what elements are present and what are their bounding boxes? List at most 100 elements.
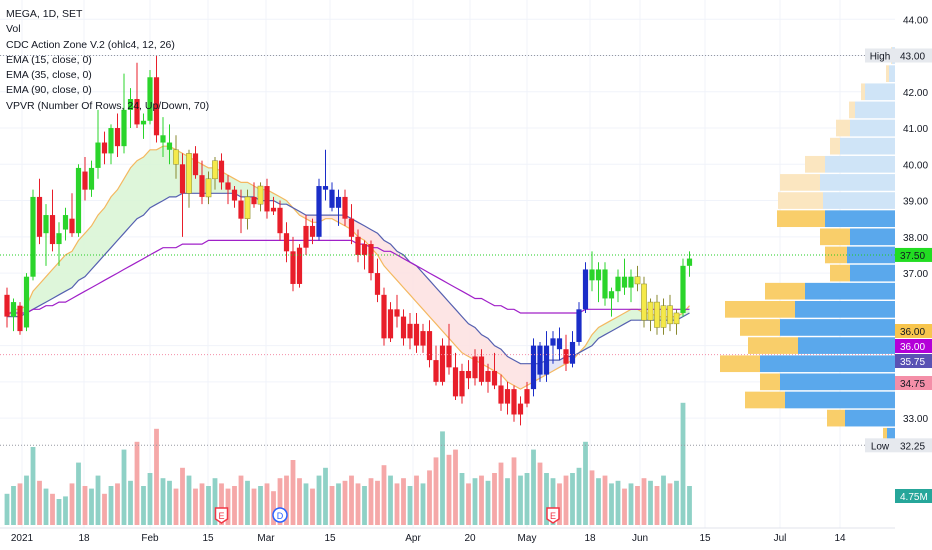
zone-seg-74 [488, 338, 495, 371]
price-tick-6: 38.00 [903, 233, 928, 244]
candle-body-98 [641, 283, 647, 321]
candle-body-104 [680, 265, 686, 313]
volume-bar-41 [271, 491, 276, 525]
candle-body-99 [647, 301, 654, 321]
candle-body-26 [173, 149, 179, 165]
candle-body-4 [30, 196, 36, 277]
volume-bar-53 [349, 475, 354, 525]
volume-bar-74 [485, 480, 491, 525]
volume-bar-94 [615, 480, 621, 525]
legend-cdc[interactable]: CDC Action Zone V.2 (ohlc4, 12, 26) [6, 38, 175, 51]
volume-bar-97 [635, 486, 640, 525]
vpvr-up-21 [887, 427, 895, 445]
volume-bar-1 [11, 486, 16, 525]
candle-body-73 [478, 356, 485, 382]
candle-body-25 [166, 142, 173, 150]
candle-body-85 [556, 338, 563, 350]
zone-seg-54 [358, 222, 365, 241]
time-tick-7: 20 [464, 533, 476, 544]
price-tick-10: 33.00 [903, 414, 928, 425]
candle-body-33 [218, 160, 225, 183]
legend-ema15[interactable]: EMA (15, close, 0) [6, 53, 92, 66]
volume-bar-15 [102, 493, 107, 525]
vpvr-down-20 [827, 409, 845, 427]
candle-body-82 [537, 345, 543, 375]
candle-body-48 [316, 186, 322, 237]
price-axis[interactable]: 44.00 43.00 42.00 41.00 40.00 39.00 38.00 37.00… [865, 0, 932, 550]
earnings-marker-2 [546, 507, 560, 524]
candle-body-14 [95, 142, 101, 168]
zone-seg-59 [390, 244, 397, 281]
candle-body-20 [134, 99, 140, 125]
volume-bar-88 [576, 467, 582, 525]
candle-body-56 [368, 244, 374, 274]
candle-body-22 [147, 77, 153, 121]
symbol-title[interactable]: MEGA, 1D, SET [6, 8, 83, 20]
candle-body-62 [407, 323, 413, 339]
candle-body-80 [524, 389, 530, 404]
candle-body-96 [628, 276, 634, 288]
candle-body-52 [342, 196, 348, 219]
price-tick-2: 42.00 [903, 88, 928, 99]
candle-body-65 [426, 331, 433, 361]
zone-seg-67 [442, 294, 449, 339]
vpvr-down-8 [778, 192, 823, 209]
candle-body-100 [654, 301, 660, 328]
zone-seg-5 [39, 276, 46, 306]
time-tick-1: 18 [78, 533, 90, 544]
vpvr-down-12 [830, 264, 850, 282]
legend-vpvr[interactable]: VPVR (Number Of Rows, 24, Up/Down, 70) [6, 99, 210, 112]
zone-seg-78 [514, 360, 521, 390]
time-tick-11: 15 [699, 533, 711, 544]
candle-body-2 [17, 305, 23, 332]
candle-body-88 [576, 309, 582, 342]
volume-bar-2 [17, 483, 23, 525]
legend-ema35[interactable]: EMA (35, close, 0) [6, 69, 92, 82]
legend-vol[interactable]: Vol [6, 23, 21, 36]
volume-bar-93 [609, 483, 614, 525]
zone-seg-13 [91, 215, 98, 270]
volume-bar-49 [323, 467, 328, 525]
zone-seg-70 [462, 316, 469, 357]
candle-body-95 [621, 276, 628, 288]
zone-seg-68 [449, 302, 456, 346]
candle-body-0 [4, 294, 10, 317]
candle-body-97 [634, 276, 641, 285]
legend-ema90[interactable]: EMA (90, close, 0) [6, 84, 92, 97]
zone-seg-36 [241, 182, 248, 197]
ema15-line [6, 145, 690, 390]
time-tick-4: Mar [257, 533, 275, 544]
candlesticks[interactable] [4, 55, 693, 426]
volume-bar-18 [121, 449, 127, 525]
candle-body-49 [322, 186, 329, 190]
volume-bar-31 [206, 486, 211, 525]
candle-body-71 [465, 370, 472, 379]
candle-body-94 [615, 276, 621, 292]
price-tick-0: 44.00 [903, 15, 928, 26]
candle-body-77 [504, 389, 511, 404]
candle-body-44 [290, 251, 296, 284]
volume-bar-27 [180, 467, 185, 525]
zone-seg-58 [384, 240, 391, 274]
volume-bar-76 [498, 462, 504, 525]
zone-seg-41 [273, 193, 280, 205]
zone-seg-45 [299, 211, 306, 219]
event-label-1: D [277, 511, 284, 521]
volume-bar-73 [479, 475, 484, 525]
price-label-value-7: 4.75M [900, 492, 928, 503]
candle-body-31 [205, 178, 212, 198]
price-label-box-5 [895, 376, 932, 390]
zone-seg-4 [33, 283, 40, 310]
volume-bar-80 [524, 473, 530, 525]
candle-body-103 [673, 312, 680, 325]
time-axis[interactable]: 2021 18 Feb 15 Mar 15 Apr 20 May 18 Jun 15 Jul 14 [0, 527, 932, 550]
volume-bar-71 [466, 483, 471, 525]
candle-body-29 [192, 153, 199, 176]
candle-body-13 [88, 167, 95, 190]
indicator-legend: MEGA, 1D, SET Vol CDC Action Zone V.2 (o… [6, 7, 209, 114]
candle-body-57 [374, 273, 381, 295]
zone-seg-61 [403, 254, 410, 295]
candle-body-81 [530, 345, 537, 390]
